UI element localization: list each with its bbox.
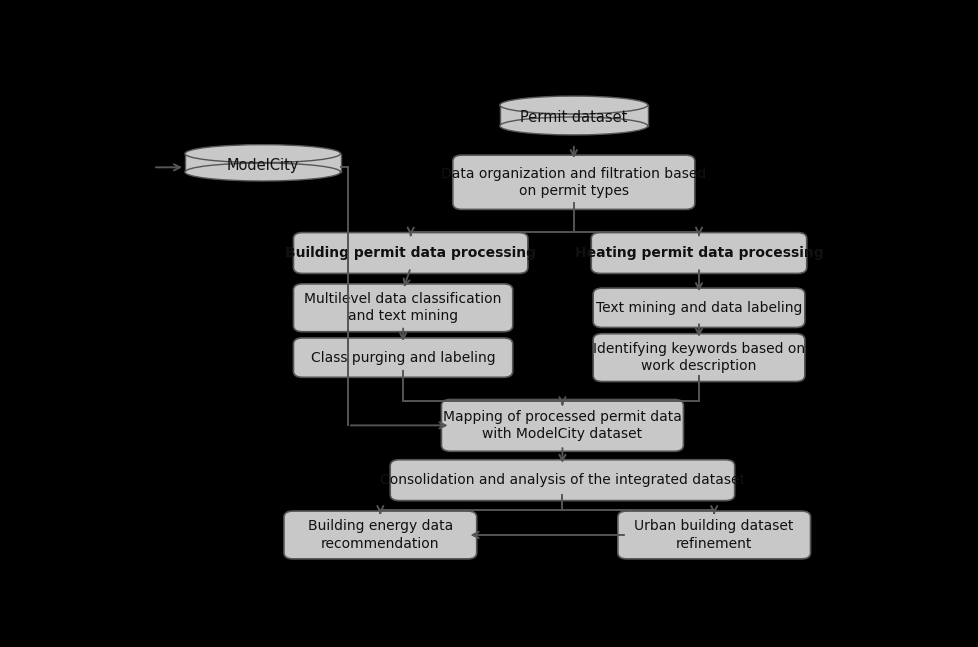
Text: Permit dataset: Permit dataset (519, 111, 627, 126)
Text: Data organization and filtration based
on permit types: Data organization and filtration based o… (441, 167, 706, 198)
Text: Heating permit data processing: Heating permit data processing (574, 246, 822, 260)
FancyBboxPatch shape (293, 338, 512, 377)
Ellipse shape (500, 96, 647, 114)
Text: Identifying keywords based on
work description: Identifying keywords based on work descr… (593, 342, 804, 373)
FancyBboxPatch shape (453, 155, 694, 210)
FancyBboxPatch shape (284, 511, 476, 559)
Text: Text mining and data labeling: Text mining and data labeling (596, 301, 801, 315)
Text: Multilevel data classification
and text mining: Multilevel data classification and text … (304, 292, 502, 324)
Text: Building permit data processing: Building permit data processing (285, 246, 536, 260)
Ellipse shape (185, 145, 340, 162)
Text: Urban building dataset
refinement: Urban building dataset refinement (634, 520, 793, 551)
Ellipse shape (185, 163, 340, 181)
FancyBboxPatch shape (500, 105, 647, 126)
FancyBboxPatch shape (591, 232, 806, 274)
FancyBboxPatch shape (617, 511, 810, 559)
Text: ModelCity: ModelCity (226, 158, 298, 173)
Ellipse shape (500, 117, 647, 135)
FancyBboxPatch shape (293, 232, 527, 274)
FancyBboxPatch shape (593, 334, 804, 382)
FancyBboxPatch shape (593, 288, 804, 327)
Text: Consolidation and analysis of the integrated dataset: Consolidation and analysis of the integr… (379, 473, 744, 487)
FancyBboxPatch shape (441, 399, 683, 452)
FancyBboxPatch shape (293, 284, 512, 332)
Text: Mapping of processed permit data
with ModelCity dataset: Mapping of processed permit data with Mo… (443, 410, 681, 441)
FancyBboxPatch shape (390, 460, 734, 501)
FancyBboxPatch shape (185, 153, 340, 172)
Text: Class purging and labeling: Class purging and labeling (310, 351, 495, 365)
Text: Building energy data
recommendation: Building energy data recommendation (307, 520, 453, 551)
